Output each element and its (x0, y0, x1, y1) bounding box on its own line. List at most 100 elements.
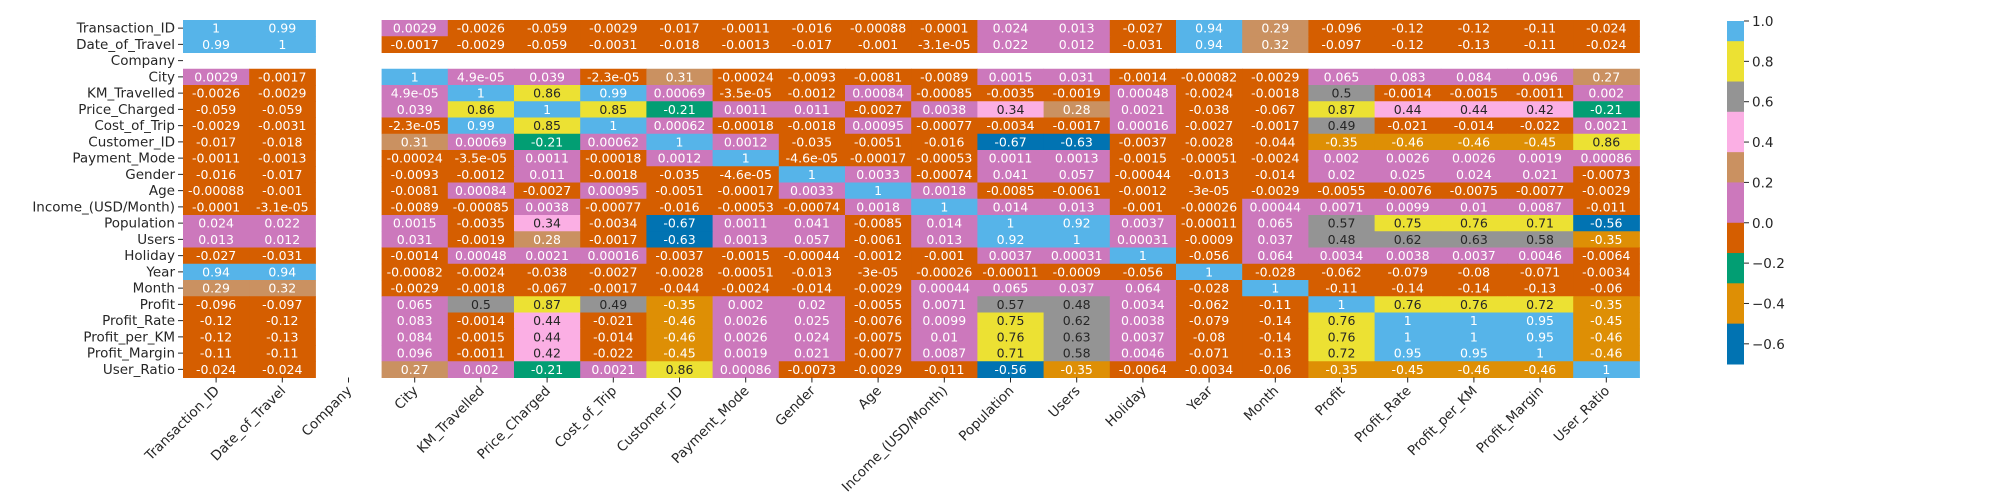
heatmap-cell (977, 117, 1045, 135)
cell-annotation: -0.0093 (391, 167, 439, 182)
cell-annotation: -0.013 (1189, 167, 1229, 182)
cell-annotation: 0.021 (1522, 167, 1558, 182)
heatmap-cell (1242, 328, 1309, 346)
cell-annotation: -0.00051 (1181, 151, 1237, 166)
cell-annotation: 0.002 (1588, 86, 1624, 101)
heatmap-cell (712, 36, 780, 53)
heatmap-cell (845, 117, 912, 135)
heatmap-cell (183, 101, 250, 118)
heatmap-cell (183, 345, 250, 362)
cell-annotation: -0.0029 (457, 37, 505, 52)
cell-annotation: -0.028 (1189, 281, 1229, 296)
cell-annotation: 0.096 (1522, 69, 1558, 84)
cell-annotation: -0.46 (1524, 362, 1556, 377)
cell-annotation: -0.059 (262, 102, 302, 117)
heatmap-cell (712, 117, 780, 135)
heatmap-cell (381, 215, 449, 232)
heatmap-cell (183, 361, 250, 378)
heatmap-cell (580, 85, 647, 102)
heatmap-cell (1440, 312, 1508, 330)
y-tick-labels: Transaction_IDDate_of_TravelCompanyCityK… (32, 21, 183, 378)
heatmap-cell (1308, 328, 1376, 346)
cell-annotation: 0.00086 (720, 362, 772, 377)
heatmap-cell (1573, 263, 1640, 281)
cell-annotation: 0.95 (1460, 346, 1488, 361)
heatmap-cell (183, 85, 250, 102)
heatmap-cell (447, 247, 515, 265)
cell-annotation: -0.63 (1061, 134, 1093, 149)
heatmap-cell (1109, 231, 1177, 248)
cell-annotation: -0.018 (659, 37, 699, 52)
cell-annotation: -0.00074 (916, 167, 972, 182)
heatmap-cell (845, 296, 912, 313)
heatmap-cell (580, 345, 647, 362)
cell-annotation: 1 (1404, 329, 1412, 344)
cell-annotation: 0.92 (997, 232, 1025, 247)
heatmap-cell (778, 20, 846, 37)
cell-annotation: 0.94 (1195, 21, 1223, 36)
colorbar-tick-label: 0.8 (1752, 54, 1773, 70)
cell-annotation: -0.014 (1454, 118, 1494, 133)
heatmap-cell (183, 215, 250, 232)
cell-annotation: -0.0012 (1119, 183, 1167, 198)
heatmap-cell (911, 198, 978, 216)
y-tick-label: Age (149, 183, 175, 199)
heatmap-cell (1043, 247, 1111, 265)
heatmap-cell (249, 133, 316, 151)
heatmap-cell (1507, 345, 1574, 362)
heatmap-cell (1043, 68, 1111, 86)
cell-annotation: -0.21 (531, 362, 563, 377)
cell-annotation: 0.00031 (1117, 232, 1169, 247)
heatmap-cell (1374, 198, 1442, 216)
heatmap-cell (778, 361, 846, 378)
heatmap-cell (646, 296, 714, 313)
heatmap-cell (381, 345, 449, 362)
cell-annotation: -0.0081 (391, 183, 439, 198)
heatmap-cell (1374, 361, 1442, 378)
heatmap-cell (1242, 198, 1309, 216)
heatmap-cell (249, 117, 316, 135)
y-tick-label: Population (104, 216, 175, 232)
cell-annotation: -0.0051 (655, 183, 703, 198)
heatmap-cell (1176, 328, 1243, 346)
heatmap-cell (1573, 280, 1640, 297)
cell-annotation: 0.022 (264, 216, 300, 231)
cell-annotation: -0.0017 (391, 37, 439, 52)
heatmap-cell (911, 296, 978, 313)
cell-annotation: 0.013 (926, 232, 962, 247)
cell-annotation: -0.0029 (258, 86, 306, 101)
heatmap-cell (1043, 36, 1111, 53)
heatmap-cell (1043, 182, 1111, 200)
heatmap-cell (447, 296, 515, 313)
heatmap-cell (1109, 247, 1177, 265)
cell-annotation: -0.0028 (1185, 134, 1233, 149)
cell-annotation: 0.62 (1394, 232, 1422, 247)
heatmap-cell (977, 85, 1045, 102)
cell-annotation: 0.057 (794, 232, 830, 247)
x-tick-label: Profit_Rate (1352, 383, 1415, 446)
y-tick-label: Date_of_Travel (76, 37, 175, 53)
cell-annotation: -0.038 (1189, 102, 1229, 117)
cell-annotation: -0.0015 (1119, 151, 1167, 166)
heatmap-cell (1043, 20, 1111, 37)
colorbar: 1.0 0.8 0.6 0.4 0.2 0.0 −0.2 −0.4 −0.6 (1727, 14, 1785, 365)
cell-annotation: -0.056 (1123, 264, 1163, 279)
colorbar-tick-label: 0.0 (1752, 216, 1773, 232)
cell-annotation: -0.00044 (784, 248, 840, 263)
cell-annotation: -0.12 (1392, 37, 1424, 52)
cell-annotation: 1 (609, 118, 617, 133)
cell-annotation: -0.12 (200, 329, 232, 344)
heatmap-cell (646, 20, 714, 37)
heatmap-cell (1440, 166, 1508, 183)
cell-annotation: -0.024 (196, 362, 236, 377)
cell-annotation: -3.1e-05 (918, 37, 971, 52)
cell-annotation: -0.0027 (523, 183, 571, 198)
heatmap-cell (1242, 361, 1309, 378)
heatmap-cell (249, 296, 316, 313)
heatmap-cell (1176, 36, 1243, 53)
heatmap-cell (646, 182, 714, 200)
heatmap-cell (1176, 280, 1243, 297)
cell-annotation: 0.99 (467, 118, 495, 133)
cell-annotation: 0.0038 (1121, 313, 1165, 328)
